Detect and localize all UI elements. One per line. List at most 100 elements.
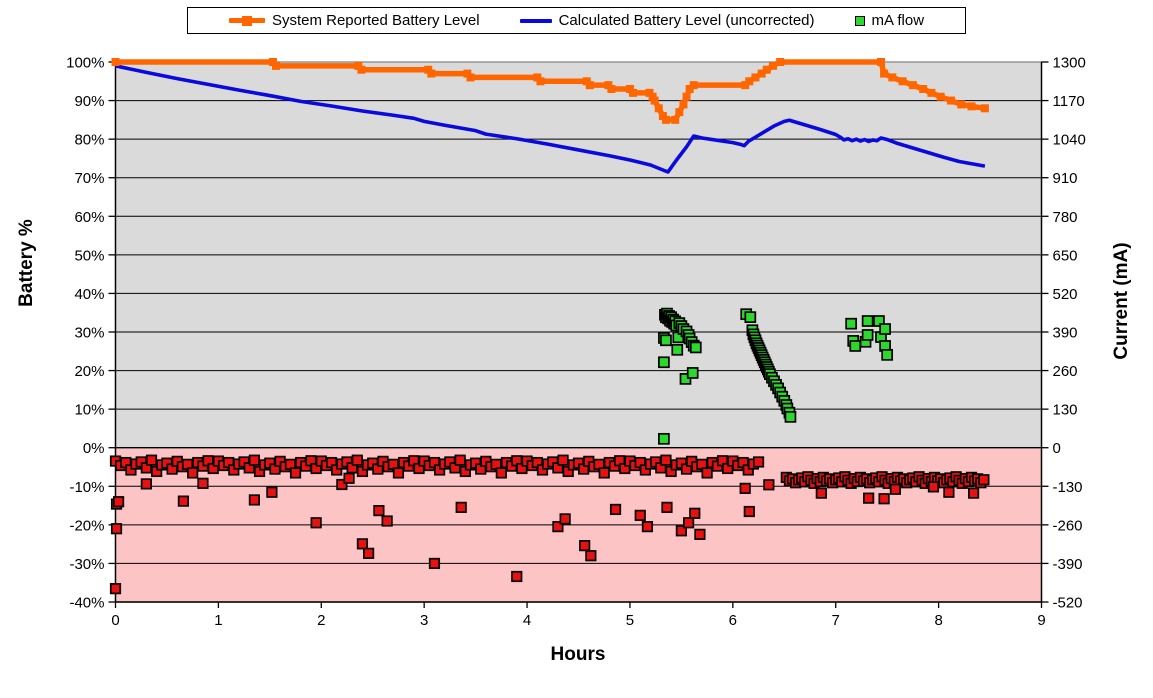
green-square-marker-icon [854,15,865,26]
scatter-point-ma-discharge [739,482,751,494]
y-axis-title-left: Battery % [16,219,37,307]
scatter-point-ma-discharge [266,486,278,498]
scatter-point-ma-flow [849,340,862,352]
system-battery-marker [757,69,766,78]
system-battery-marker [888,73,897,82]
scatter-point-ma-discharge [927,481,940,493]
scatter-point-ma-discharge [598,467,610,479]
y-right-tick-label: 1040 [1053,132,1086,149]
y-left-tick-label: 100% [66,55,104,72]
legend-item-calculated: Calculated Battery Level (uncorrected) [507,12,828,29]
scatter-point-ma-discharge [197,477,209,489]
y-left-tick-label: 30% [74,325,104,342]
scatter-point-ma-flow [873,315,885,327]
scatter-point-ma-discharge [140,478,152,490]
y-left-tick-label: -20% [69,517,104,534]
system-battery-marker [607,85,616,93]
system-battery-marker [927,88,936,97]
system-battery-marker [272,61,281,70]
y-right-tick-label: 1170 [1053,93,1085,110]
system-battery-marker [357,65,366,74]
scatter-point-ma-flow [658,356,670,369]
system-battery-marker [946,96,955,105]
y-right-tick-label: -130 [1053,479,1083,496]
scatter-point-ma-discharge [112,496,125,508]
x-tick-label: 2 [317,612,325,629]
scatter-point-ma-discharge [585,550,597,562]
scatter-point-ma-discharge [878,493,890,505]
legend-label-calculated: Calculated Battery Level (uncorrected) [558,12,815,29]
legend: System Reported Battery Level Calculated… [187,7,966,34]
scatter-point-ma-discharge [675,525,687,537]
scatter-point-ma-discharge [634,509,646,521]
system-battery-marker [585,81,594,90]
scatter-point-ma-discharge [248,494,260,506]
system-battery-marker [745,77,754,86]
orange-line-marker-icon [228,15,265,26]
scatter-point-ma-discharge [889,483,901,495]
y-left-tick-label: 50% [74,247,104,264]
scatter-point-ma-discharge [363,547,375,559]
scatter-point-ma-discharge [343,472,355,484]
system-battery-marker [876,58,885,66]
system-battery-marker [751,73,760,82]
scatter-point-ma-flow [686,367,699,379]
y-left-tick-label: -10% [69,479,104,496]
legend-label-system-reported: System Reported Battery Level [271,12,480,29]
scatter-point-ma-flow [658,432,670,445]
x-axis-title: Hours [550,644,606,665]
system-battery-marker [671,115,680,124]
x-tick-label: 3 [420,612,428,629]
scatter-point-ma-discharge [289,467,302,479]
scatter-point-ma-discharge [752,456,765,468]
legend-item-ma-flow: mA flow [842,12,938,29]
x-tick-label: 0 [111,612,119,629]
system-battery-marker [661,115,670,124]
system-battery-marker [898,77,907,86]
scatter-point-ma-discharge [689,507,701,519]
scatter-point-ma-flow [679,373,692,385]
y-left-tick-label: 40% [74,286,104,303]
y-right-tick-label: 910 [1053,170,1078,187]
y-right-tick-label: -260 [1053,517,1083,534]
system-battery-marker [629,88,638,97]
system-battery-marker [957,100,966,109]
x-tick-label: 8 [934,612,942,629]
scatter-point-ma-discharge [557,454,569,466]
scatter-point-ma-flow [784,411,797,423]
blue-line-marker-icon [519,18,552,23]
scatter-point-ma-flow [879,323,891,335]
legend-label-ma-flow: mA flow [871,12,925,29]
y-left-tick-label: 90% [74,93,104,110]
y-left-tick-label: 70% [74,170,104,187]
system-battery-marker [908,81,917,90]
scatter-point-ma-discharge [815,487,827,499]
scatter-point-ma-discharge [428,557,441,570]
system-battery-marker [679,100,688,109]
y-axis-title-right: Current (mA) [1111,242,1132,360]
y-right-tick-label: 390 [1053,325,1078,342]
scatter-point-ma-discharge [495,467,507,479]
system-battery-marker [689,81,698,90]
system-battery-marker [675,108,684,117]
y-left-tick-label: -40% [69,595,104,612]
system-battery-marker [776,58,785,66]
scatter-point-ma-discharge [392,467,405,479]
system-battery-marker [682,92,691,101]
y-left-tick-label: 0% [83,440,105,457]
system-battery-marker [685,85,694,93]
system-battery-marker [427,69,436,78]
scatter-point-ma-discharge [763,479,775,491]
scatter-point-ma-discharge [694,528,706,540]
scatter-point-ma-discharge [145,454,158,466]
system-battery-marker [762,65,771,74]
scatter-point-ma-discharge [552,521,564,533]
y-right-tick-label: 260 [1053,363,1078,380]
scatter-point-ma-discharge [579,540,591,552]
system-battery-marker [967,102,976,111]
y-right-tick-label: 1300 [1053,55,1086,72]
scatter-point-ma-discharge [110,523,123,535]
scatter-point-ma-discharge [187,467,199,479]
system-battery-marker [654,104,663,113]
